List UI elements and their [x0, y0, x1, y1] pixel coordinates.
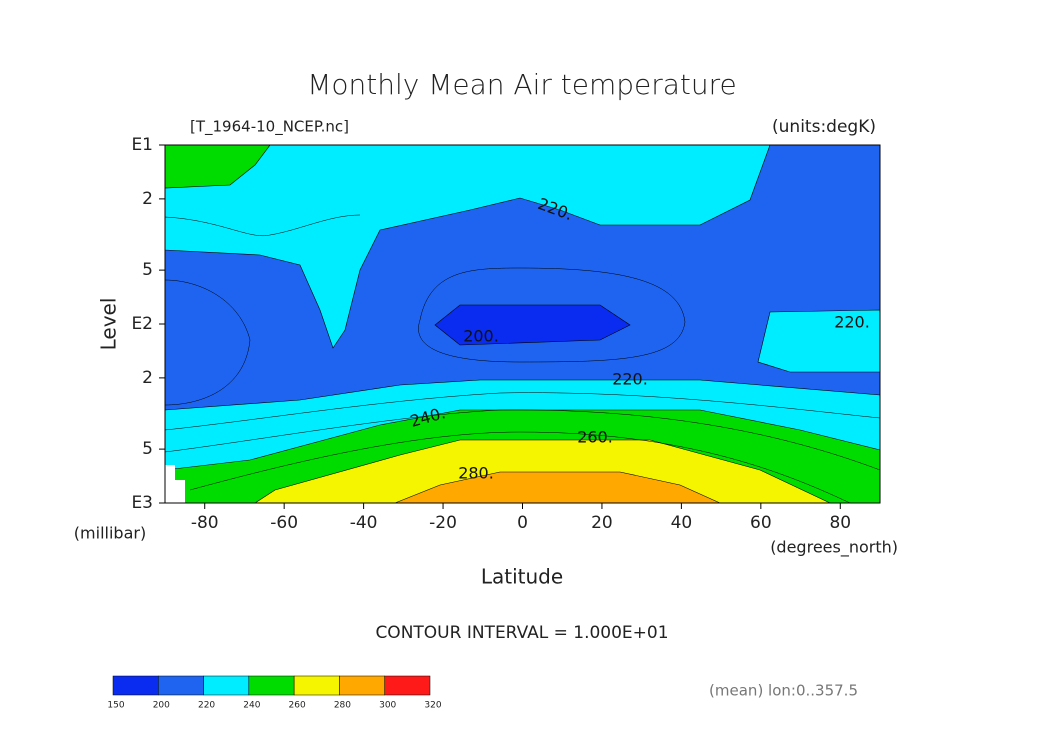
- x-tick-label: -80: [191, 513, 219, 533]
- colorbar-label: 150: [107, 701, 124, 711]
- y-tick-label: E3: [131, 493, 153, 513]
- y-tick-label: 5: [142, 439, 153, 459]
- contour-line: [189, 431, 851, 504]
- y-tick-label: 5: [142, 260, 153, 280]
- x-tick-label: 80: [829, 513, 851, 533]
- y-tick-label: 2: [142, 189, 153, 209]
- contour-line: [418, 267, 686, 363]
- contour-region: [253, 439, 831, 504]
- colorbar-swatch: [384, 675, 431, 696]
- contour-region: [757, 309, 881, 373]
- contour-label: 220.: [834, 313, 870, 332]
- colorbar-label: 240: [243, 701, 260, 711]
- colorbar-label: 300: [379, 701, 396, 711]
- contour-region: [434, 304, 631, 346]
- contour-label: 280.: [458, 464, 494, 483]
- x-tick-label: 60: [750, 513, 772, 533]
- contour-line: [164, 409, 881, 471]
- contour-label: 260.: [577, 428, 613, 447]
- contour-interval: CONTOUR INTERVAL = 1.000E+01: [375, 623, 668, 643]
- x-tick-label: -40: [350, 513, 378, 533]
- colorbar-swatch: [339, 675, 385, 696]
- colorbar-label: 200: [153, 701, 170, 711]
- contour-line: [164, 214, 361, 237]
- colorbar-swatch: [248, 675, 295, 696]
- x-tick-label: 0: [517, 513, 528, 533]
- y-tick-label: 2: [142, 368, 153, 388]
- x-tick-label: 40: [671, 513, 693, 533]
- colorbar-swatch: [158, 675, 204, 696]
- contour-line: [164, 392, 881, 431]
- contour-label: 220.: [612, 370, 648, 389]
- y-axis-label: Level: [97, 298, 121, 351]
- colorbar-swatch: [112, 675, 159, 696]
- colorbar-label: 280: [334, 701, 351, 711]
- y-units: (millibar): [74, 524, 146, 543]
- x-units: (degrees_north): [770, 538, 898, 558]
- colorbar-label: 220: [198, 701, 215, 711]
- y-tick-label: E2: [131, 314, 153, 334]
- colorbar-swatch: [293, 675, 340, 696]
- colorbar-swatch: [203, 675, 250, 696]
- x-tick-label: -60: [270, 513, 298, 533]
- missing-area: [165, 465, 185, 503]
- colorbar-label: 260: [289, 701, 306, 711]
- x-axis-label: Latitude: [481, 565, 563, 589]
- contour-label: 200.: [463, 327, 499, 346]
- subtitle-right: (units:degK): [772, 117, 876, 137]
- y-tick-label: E1: [131, 135, 153, 155]
- note: (mean) lon:0..357.5: [709, 682, 858, 700]
- subtitle-left: [T_1964-10_NCEP.nc]: [190, 118, 349, 137]
- colorbar-label: 320: [424, 701, 441, 711]
- x-tick-label: 20: [591, 513, 613, 533]
- x-tick-label: -20: [429, 513, 457, 533]
- chart-title: Monthly Mean Air temperature: [307, 68, 737, 101]
- contour-region: [164, 144, 771, 349]
